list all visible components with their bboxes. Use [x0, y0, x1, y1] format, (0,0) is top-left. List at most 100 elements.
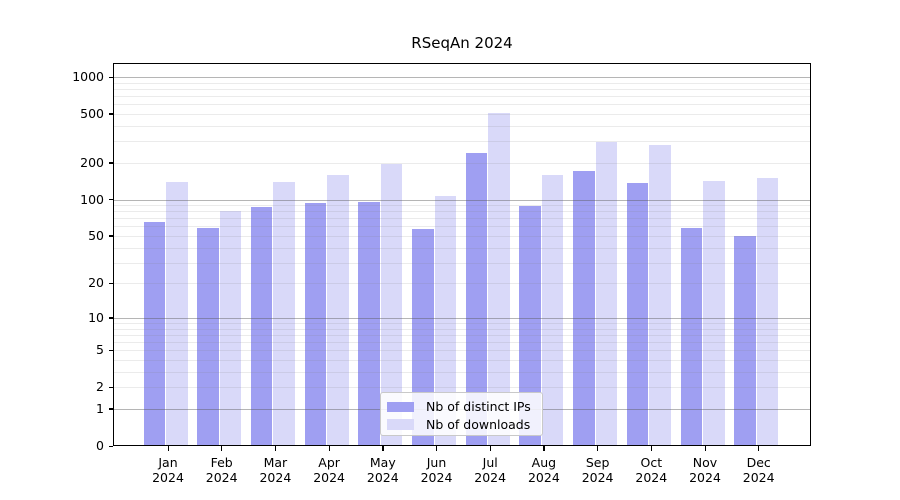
bar-distinct-ips-sep: [573, 171, 595, 446]
bar-distinct-ips-jan: [143, 222, 165, 446]
y-tick-1: [108, 408, 113, 410]
y-tick-200: [108, 162, 113, 164]
gridline-minor-700: [113, 96, 811, 98]
y-tick-label-100: 100: [80, 191, 104, 207]
legend-item-distinct-ips: Nb of distinct IPs: [387, 398, 542, 416]
bar-downloads-mar: [273, 181, 295, 446]
x-tick-aug: [543, 446, 545, 451]
x-tick-label-jul: Jul 2024: [474, 455, 507, 485]
gridline-major-100: [113, 199, 811, 201]
bar-distinct-ips-apr: [304, 202, 327, 446]
x-tick-jan: [167, 446, 169, 451]
y-tick-label-0: 0: [96, 438, 104, 453]
gridline-minor-2: [113, 387, 811, 389]
gridline-minor-900: [113, 82, 811, 84]
x-tick-label-sep: Sep 2024: [581, 455, 614, 485]
gridline-minor-40: [113, 247, 811, 249]
y-tick-label-2: 2: [96, 379, 104, 395]
y-tick-label-200: 200: [80, 154, 104, 170]
gridline-minor-6: [113, 342, 811, 344]
gridline-major-1000: [113, 77, 811, 78]
gridline-minor-20: [113, 283, 811, 285]
y-tick-1000: [108, 76, 113, 78]
x-tick-nov: [704, 446, 706, 451]
y-tick-label-1000: 1000: [72, 69, 104, 84]
y-tick-50: [108, 235, 113, 237]
x-tick-label-nov: Nov 2024: [689, 455, 721, 485]
y-tick-100: [108, 199, 113, 201]
gridline-minor-3: [113, 371, 811, 373]
y-tick-10: [108, 317, 113, 319]
gridline-minor-9: [113, 323, 811, 325]
x-tick-dec: [758, 446, 760, 451]
gridline-minor-60: [113, 226, 811, 228]
y-tick-label-1: 1: [96, 400, 104, 416]
bar-distinct-ips-aug: [519, 206, 541, 446]
x-tick-oct: [650, 446, 653, 451]
gridline-minor-90: [113, 205, 811, 207]
x-tick-label-feb: Feb 2024: [205, 455, 238, 485]
gridline-minor-300: [113, 141, 811, 143]
gridline-minor-70: [113, 218, 811, 220]
x-tick-jul: [489, 446, 491, 451]
gridline-minor-500: [113, 113, 811, 115]
bar-downloads-oct: [649, 145, 671, 446]
x-tick-feb: [221, 446, 223, 451]
x-tick-label-dec: Dec 2024: [742, 455, 775, 485]
y-tick-20: [108, 282, 113, 285]
bar-distinct-ips-oct: [626, 182, 649, 446]
bar-distinct-ips-may: [358, 201, 380, 446]
gridline-minor-7: [113, 334, 811, 336]
x-tick-label-oct: Oct 2024: [635, 455, 668, 485]
legend: Nb of distinct IPs Nb of downloads: [380, 392, 543, 436]
gridline-minor-50: [113, 235, 811, 237]
gridline-minor-30: [113, 262, 811, 264]
gridline-minor-5: [113, 350, 811, 352]
bar-downloads-nov: [703, 180, 725, 446]
bar-downloads-aug: [541, 174, 564, 446]
gridline-minor-80: [113, 211, 811, 213]
legend-label-distinct-ips: Nb of distinct IPs: [426, 399, 531, 415]
bar-downloads-apr: [327, 174, 349, 446]
bar-downloads-dec: [756, 178, 779, 446]
bar-downloads-jun: [434, 196, 456, 446]
y-tick-500: [108, 113, 113, 115]
gridline-major-10: [113, 317, 811, 319]
x-tick-mar: [274, 446, 277, 451]
bar-distinct-ips-jul: [465, 153, 488, 446]
legend-swatch-downloads-icon: [387, 419, 414, 430]
legend-label-downloads: Nb of downloads: [426, 416, 531, 432]
bar-distinct-ips-dec: [734, 235, 756, 446]
bar-downloads-jul: [488, 113, 510, 446]
gridline-minor-4: [113, 360, 811, 362]
x-tick-label-apr: Apr 2024: [313, 455, 345, 485]
y-tick-2: [108, 386, 113, 389]
bar-distinct-ips-feb: [197, 228, 219, 446]
gridline-minor-400: [113, 125, 811, 127]
y-tick-label-5: 5: [96, 342, 104, 358]
legend-item-downloads: Nb of downloads: [387, 416, 542, 434]
x-tick-label-jun: Jun 2024: [420, 455, 453, 485]
bar-distinct-ips-jun: [412, 229, 434, 446]
bar-downloads-feb: [219, 211, 242, 446]
x-tick-label-aug: Aug 2024: [527, 455, 560, 485]
y-tick-label-500: 500: [80, 105, 104, 121]
bar-downloads-sep: [595, 142, 618, 446]
x-tick-sep: [597, 446, 599, 451]
gridline-minor-200: [113, 162, 811, 164]
legend-swatch-distinct-ips-icon: [387, 401, 414, 412]
x-tick-may: [382, 446, 384, 451]
x-tick-label-jan: Jan 2024: [152, 455, 184, 485]
y-tick-label-20: 20: [88, 275, 104, 291]
x-tick-label-may: May 2024: [366, 455, 399, 485]
gridline-minor-8: [113, 328, 811, 330]
bar-downloads-jan: [166, 181, 188, 446]
gridline-minor-800: [113, 88, 811, 90]
chart-title: RSeqAn 2024: [411, 34, 513, 52]
plot-area: Nb of distinct IPs Nb of downloads: [113, 63, 811, 446]
x-tick-jun: [436, 446, 438, 451]
gridline-minor-600: [113, 104, 811, 106]
bar-distinct-ips-nov: [680, 228, 702, 446]
y-tick-label-50: 50: [88, 227, 104, 243]
